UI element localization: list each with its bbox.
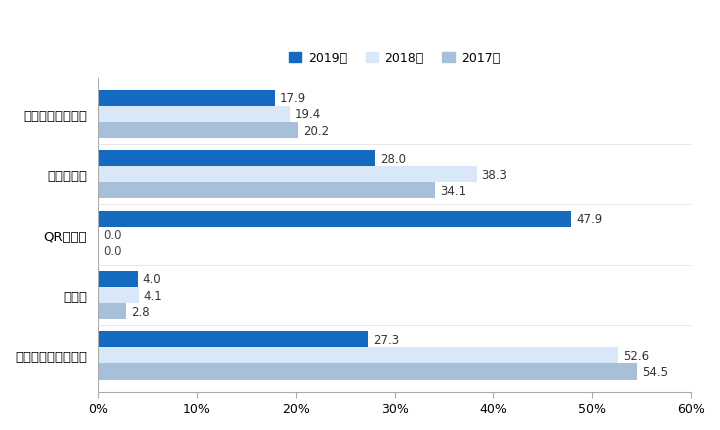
Text: 38.3: 38.3 bbox=[482, 169, 508, 181]
Bar bbox=[98, 271, 138, 287]
Text: 2.8: 2.8 bbox=[131, 305, 149, 318]
Bar bbox=[98, 211, 572, 227]
Text: 27.3: 27.3 bbox=[373, 333, 399, 346]
Text: 4.0: 4.0 bbox=[143, 273, 161, 286]
Text: 19.4: 19.4 bbox=[294, 108, 321, 121]
Text: 28.0: 28.0 bbox=[379, 152, 406, 165]
Text: 54.5: 54.5 bbox=[642, 365, 667, 378]
Bar bbox=[98, 123, 298, 139]
Bar bbox=[98, 303, 126, 319]
Bar bbox=[98, 151, 375, 167]
Text: 17.9: 17.9 bbox=[280, 92, 306, 105]
Text: 34.1: 34.1 bbox=[440, 184, 466, 197]
Bar bbox=[98, 332, 368, 347]
Bar bbox=[98, 167, 477, 183]
Text: 0.0: 0.0 bbox=[103, 229, 122, 242]
Bar bbox=[98, 287, 139, 303]
Text: 47.9: 47.9 bbox=[577, 212, 603, 226]
Bar bbox=[98, 364, 636, 380]
Legend: 2019年, 2018年, 2017年: 2019年, 2018年, 2017年 bbox=[284, 47, 505, 70]
Text: 20.2: 20.2 bbox=[302, 124, 329, 137]
Text: 4.1: 4.1 bbox=[143, 289, 162, 302]
Bar bbox=[98, 347, 618, 364]
Bar bbox=[98, 183, 435, 199]
Text: 52.6: 52.6 bbox=[623, 349, 649, 362]
Text: 0.0: 0.0 bbox=[103, 245, 122, 258]
Bar bbox=[98, 91, 275, 107]
Bar bbox=[98, 107, 290, 123]
